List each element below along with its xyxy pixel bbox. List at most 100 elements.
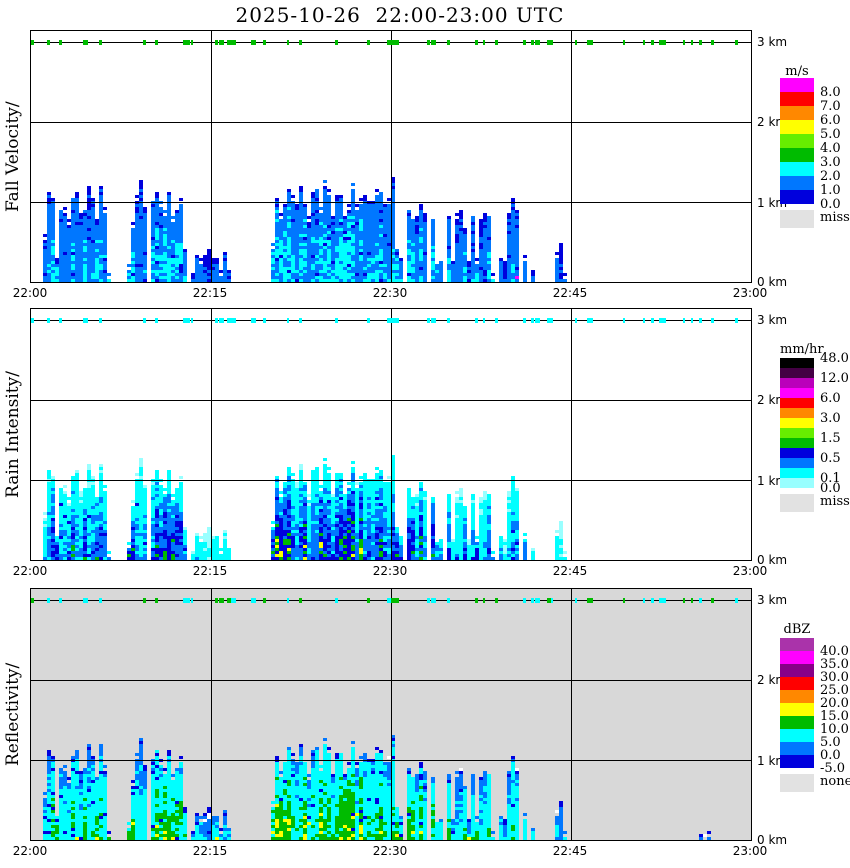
legend-swatch — [780, 703, 814, 716]
x-tick-label: 22:45 — [552, 286, 588, 300]
legend-label: -5.0 — [820, 761, 846, 776]
legend-label: 0.5 — [820, 451, 841, 466]
x-tick-label: 23:00 — [732, 844, 768, 858]
legend-swatch — [780, 729, 814, 742]
y-axis-label-fall-velocity: Fall Velocity/ — [3, 101, 23, 212]
x-tick-label: 22:30 — [372, 564, 408, 578]
legend-label: 6.0 — [820, 113, 841, 128]
y-tick-label: 0 km — [757, 275, 788, 289]
y-tick-label: 1 km — [757, 754, 788, 768]
legend-label: m/s — [785, 64, 809, 79]
legend-swatch — [780, 120, 814, 134]
panel-reflectivity: Reflectivity/ 22:00 22:15 22:30 22:45 23… — [0, 588, 850, 866]
legend-swatch — [780, 428, 814, 438]
color-scale-fall-velocity: m/s 8.0 7.0 6.0 5.0 4.0 3.0 2.0 1.0 0.0 miss — [780, 30, 850, 308]
legend-label: 20.0 — [820, 696, 849, 711]
legend-swatch — [780, 468, 814, 478]
legend-swatch — [780, 418, 814, 428]
legend-label: 5.0 — [820, 735, 841, 750]
legend-label: dBZ — [783, 622, 811, 637]
legend-swatch — [780, 677, 814, 690]
legend-label: mm/hr — [780, 342, 824, 357]
panel-rain-intensity: Rain Intensity/ 22:00 22:15 22:30 22:45 … — [0, 308, 850, 586]
y-axis-label-reflectivity: Reflectivity/ — [3, 662, 23, 767]
legend-label: 30.0 — [820, 670, 849, 685]
color-scale-rain-intensity: mm/hr 48.0 12.0 6.0 3.0 1.5 0.5 0.1 0.0 miss — [780, 308, 850, 586]
legend-label: 5.0 — [820, 127, 841, 142]
figure-title: 2025-10-26 22:00-23:00 UTC — [235, 3, 565, 27]
legend-label: 6.0 — [820, 391, 841, 406]
legend-swatch — [780, 651, 814, 664]
legend-label: 3.0 — [820, 155, 841, 170]
legend-label: 0.0 — [820, 197, 841, 212]
legend-label: 15.0 — [820, 709, 849, 724]
legend-swatch — [780, 106, 814, 120]
y-tick-label: 3 km — [757, 593, 788, 607]
x-tick-label: 22:30 — [372, 286, 408, 300]
legend-swatch — [780, 448, 814, 458]
legend-swatch — [780, 664, 814, 677]
y-tick-label: 2 km — [757, 673, 788, 687]
legend-label: none — [820, 774, 850, 789]
legend-swatch — [780, 210, 814, 228]
y-tick-label: 0 km — [757, 553, 788, 567]
legend-label: 12.0 — [820, 371, 849, 386]
legend-label: 0.0 — [820, 481, 841, 496]
legend-swatch — [780, 716, 814, 729]
legend-swatch — [780, 190, 814, 204]
x-tick-label: 22:45 — [552, 844, 588, 858]
legend-label: 40.0 — [820, 644, 849, 659]
x-tick-label: 23:00 — [732, 286, 768, 300]
x-tick-label: 22:45 — [552, 564, 588, 578]
legend-label: 10.0 — [820, 722, 849, 737]
legend-label: 25.0 — [820, 683, 849, 698]
plot-area-reflectivity — [30, 588, 752, 841]
legend-label: miss — [820, 494, 850, 509]
y-tick-label: 2 km — [757, 393, 788, 407]
legend-swatch — [780, 378, 814, 388]
legend-label: 2.0 — [820, 169, 841, 184]
legend-swatch — [780, 408, 814, 418]
legend-swatch — [780, 368, 814, 378]
legend-swatch — [780, 162, 814, 176]
panel-fall-velocity: Fall Velocity/ 22:00 22:15 22:30 22:45 2… — [0, 30, 850, 308]
legend-label: 48.0 — [820, 351, 849, 366]
y-tick-label: 1 km — [757, 474, 788, 488]
y-tick-label: 3 km — [757, 313, 788, 327]
legend-swatch — [780, 92, 814, 106]
y-tick-label: 3 km — [757, 35, 788, 49]
legend-swatch — [780, 78, 814, 92]
x-tick-label: 22:30 — [372, 844, 408, 858]
legend-swatch — [780, 494, 814, 512]
x-tick-label: 23:00 — [732, 564, 768, 578]
y-axis-label-rain-intensity: Rain Intensity/ — [3, 371, 23, 498]
heatmap-canvas-reflectivity — [31, 589, 751, 840]
legend-swatch — [780, 478, 814, 488]
legend-label: 3.0 — [820, 411, 841, 426]
plot-area-rain-intensity — [30, 308, 752, 561]
legend-swatch — [780, 388, 814, 398]
legend-swatch — [780, 358, 814, 368]
legend-swatch — [780, 690, 814, 703]
legend-label: 35.0 — [820, 657, 849, 672]
legend-swatch — [780, 458, 814, 468]
legend-label: 1.5 — [820, 431, 841, 446]
legend-swatch — [780, 638, 814, 651]
legend-swatch — [780, 176, 814, 190]
legend-label: 4.0 — [820, 141, 841, 156]
legend-swatch — [780, 742, 814, 755]
legend-label: 1.0 — [820, 183, 841, 198]
legend-swatch — [780, 755, 814, 768]
legend-swatch — [780, 438, 814, 448]
legend-swatch — [780, 774, 814, 792]
legend-swatch — [780, 134, 814, 148]
legend-swatch — [780, 398, 814, 408]
x-tick-label: 22:15 — [192, 286, 228, 300]
x-tick-label: 22:15 — [192, 844, 228, 858]
x-tick-label: 22:15 — [192, 564, 228, 578]
legend-label: 0.1 — [820, 471, 841, 486]
x-tick-label: 22:00 — [12, 564, 48, 578]
legend-label: miss — [820, 210, 850, 225]
y-tick-label: 1 km — [757, 196, 788, 210]
color-scale-reflectivity: dBZ 40.0 35.0 30.0 25.0 20.0 15.0 10.0 5.0 0.0 -5.… — [780, 588, 850, 866]
